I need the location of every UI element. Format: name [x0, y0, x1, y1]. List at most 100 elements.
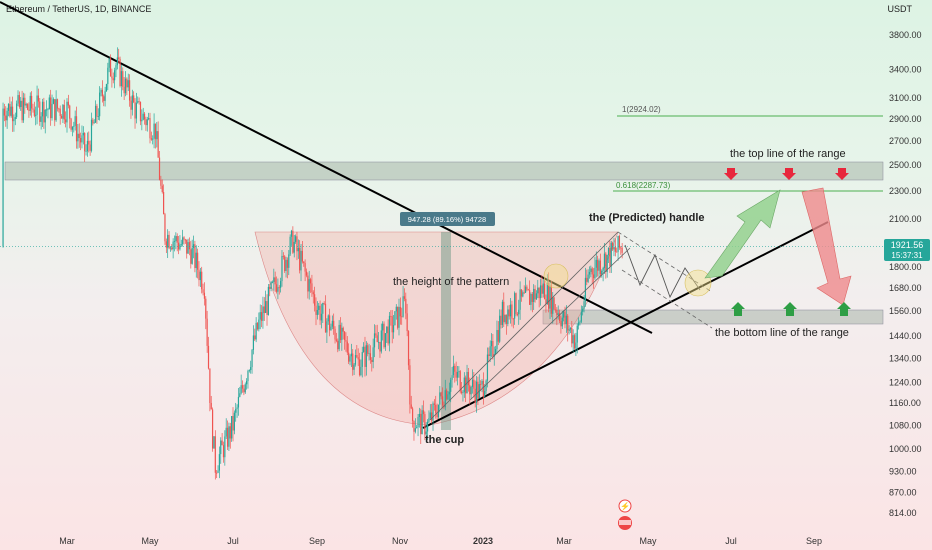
- candle-body: [188, 242, 191, 250]
- candle-body: [198, 269, 200, 281]
- candle-body: [183, 237, 185, 240]
- candle-body: [97, 116, 99, 118]
- candle-body: [552, 297, 554, 314]
- candle-body: [233, 412, 235, 431]
- candle-body: [309, 279, 312, 284]
- candle-body: [22, 97, 25, 121]
- candle-body: [300, 250, 302, 271]
- candle-body: [503, 301, 505, 323]
- candle-body: [77, 133, 79, 142]
- candle-body: [470, 386, 472, 395]
- candle-body: [563, 311, 565, 318]
- candle-body: [138, 101, 140, 102]
- x-tick-label: May: [141, 536, 159, 546]
- candle-body: [62, 104, 64, 119]
- candle-body: [31, 95, 33, 109]
- candle-body: [371, 359, 373, 362]
- candle-body: [435, 404, 437, 414]
- candle-body: [133, 95, 135, 103]
- candle-body: [595, 259, 597, 268]
- candle-body: [361, 352, 363, 367]
- candle-body: [254, 335, 256, 340]
- candle-body: [617, 236, 619, 252]
- candle-body: [69, 105, 71, 119]
- candle-body: [17, 95, 19, 104]
- candle-body: [143, 113, 146, 120]
- candle-body: [35, 114, 37, 116]
- candle-body: [556, 309, 558, 316]
- candle-body: [500, 315, 502, 325]
- dividend-event-icon[interactable]: [618, 499, 632, 513]
- x-tick-label: Mar: [59, 536, 75, 546]
- candle-body: [569, 328, 572, 330]
- candle-body: [341, 327, 343, 341]
- candle-body: [241, 385, 244, 389]
- y-tick-label: 2700.00: [889, 136, 922, 146]
- candle-body: [446, 390, 448, 400]
- candle-body: [535, 293, 538, 300]
- candle-body: [21, 100, 23, 121]
- candle-body: [365, 345, 367, 367]
- candle-body: [281, 255, 283, 282]
- candle-body: [148, 118, 150, 120]
- candle-body: [65, 119, 67, 123]
- candle-body: [490, 341, 493, 347]
- candle-body: [334, 328, 336, 340]
- candle-body: [518, 309, 520, 315]
- candle-body: [163, 192, 165, 215]
- candle-body: [342, 327, 344, 332]
- candle-body: [284, 256, 286, 271]
- candle-body: [126, 78, 128, 88]
- candle-body: [439, 392, 441, 405]
- candle-body: [433, 403, 435, 405]
- y-tick-label: 2100.00: [889, 214, 922, 224]
- candle-body: [260, 312, 263, 321]
- candle-body: [118, 57, 120, 59]
- candle-body: [455, 371, 457, 378]
- candle-body: [469, 385, 471, 395]
- candle-body: [153, 123, 155, 139]
- x-tick-label: Jul: [725, 536, 737, 546]
- candle-body: [448, 391, 450, 395]
- candle-body: [452, 365, 455, 376]
- candle-body: [130, 100, 132, 110]
- candle-body: [346, 341, 348, 353]
- candle-body: [263, 306, 265, 313]
- measure-tag: [400, 212, 495, 226]
- candle-body: [184, 239, 186, 241]
- candle-body: [152, 138, 154, 140]
- candle-body: [531, 294, 533, 302]
- candle-body: [416, 427, 418, 429]
- candle-body: [292, 230, 294, 253]
- candle-body: [84, 133, 86, 152]
- candle-body: [232, 416, 234, 431]
- candle-body: [621, 247, 623, 253]
- candle-body: [48, 97, 50, 110]
- candle-body: [501, 301, 504, 325]
- candle-body: [50, 97, 52, 119]
- candle-body: [20, 100, 22, 108]
- candle-body: [243, 388, 245, 393]
- candle-body: [78, 133, 80, 139]
- candle-body: [363, 346, 365, 353]
- candle-body: [201, 271, 203, 290]
- candle-body: [294, 236, 297, 242]
- candle-body: [105, 84, 108, 92]
- candle-body: [94, 105, 97, 123]
- candle-body: [99, 92, 101, 117]
- candle-body: [10, 106, 12, 116]
- candle-body: [605, 253, 607, 272]
- cup-pattern-shape: [254, 231, 619, 426]
- candle-body: [382, 323, 384, 331]
- candle-body: [115, 65, 117, 71]
- candle-body: [175, 236, 177, 242]
- candle-body: [354, 355, 357, 365]
- candle-body: [343, 331, 346, 340]
- candle-body: [209, 368, 211, 403]
- candle-body: [620, 247, 622, 249]
- candle-body: [224, 436, 226, 458]
- y-tick-label: 1080.00: [889, 420, 922, 430]
- x-tick-label: 2023: [473, 536, 493, 546]
- candle-body: [108, 58, 110, 68]
